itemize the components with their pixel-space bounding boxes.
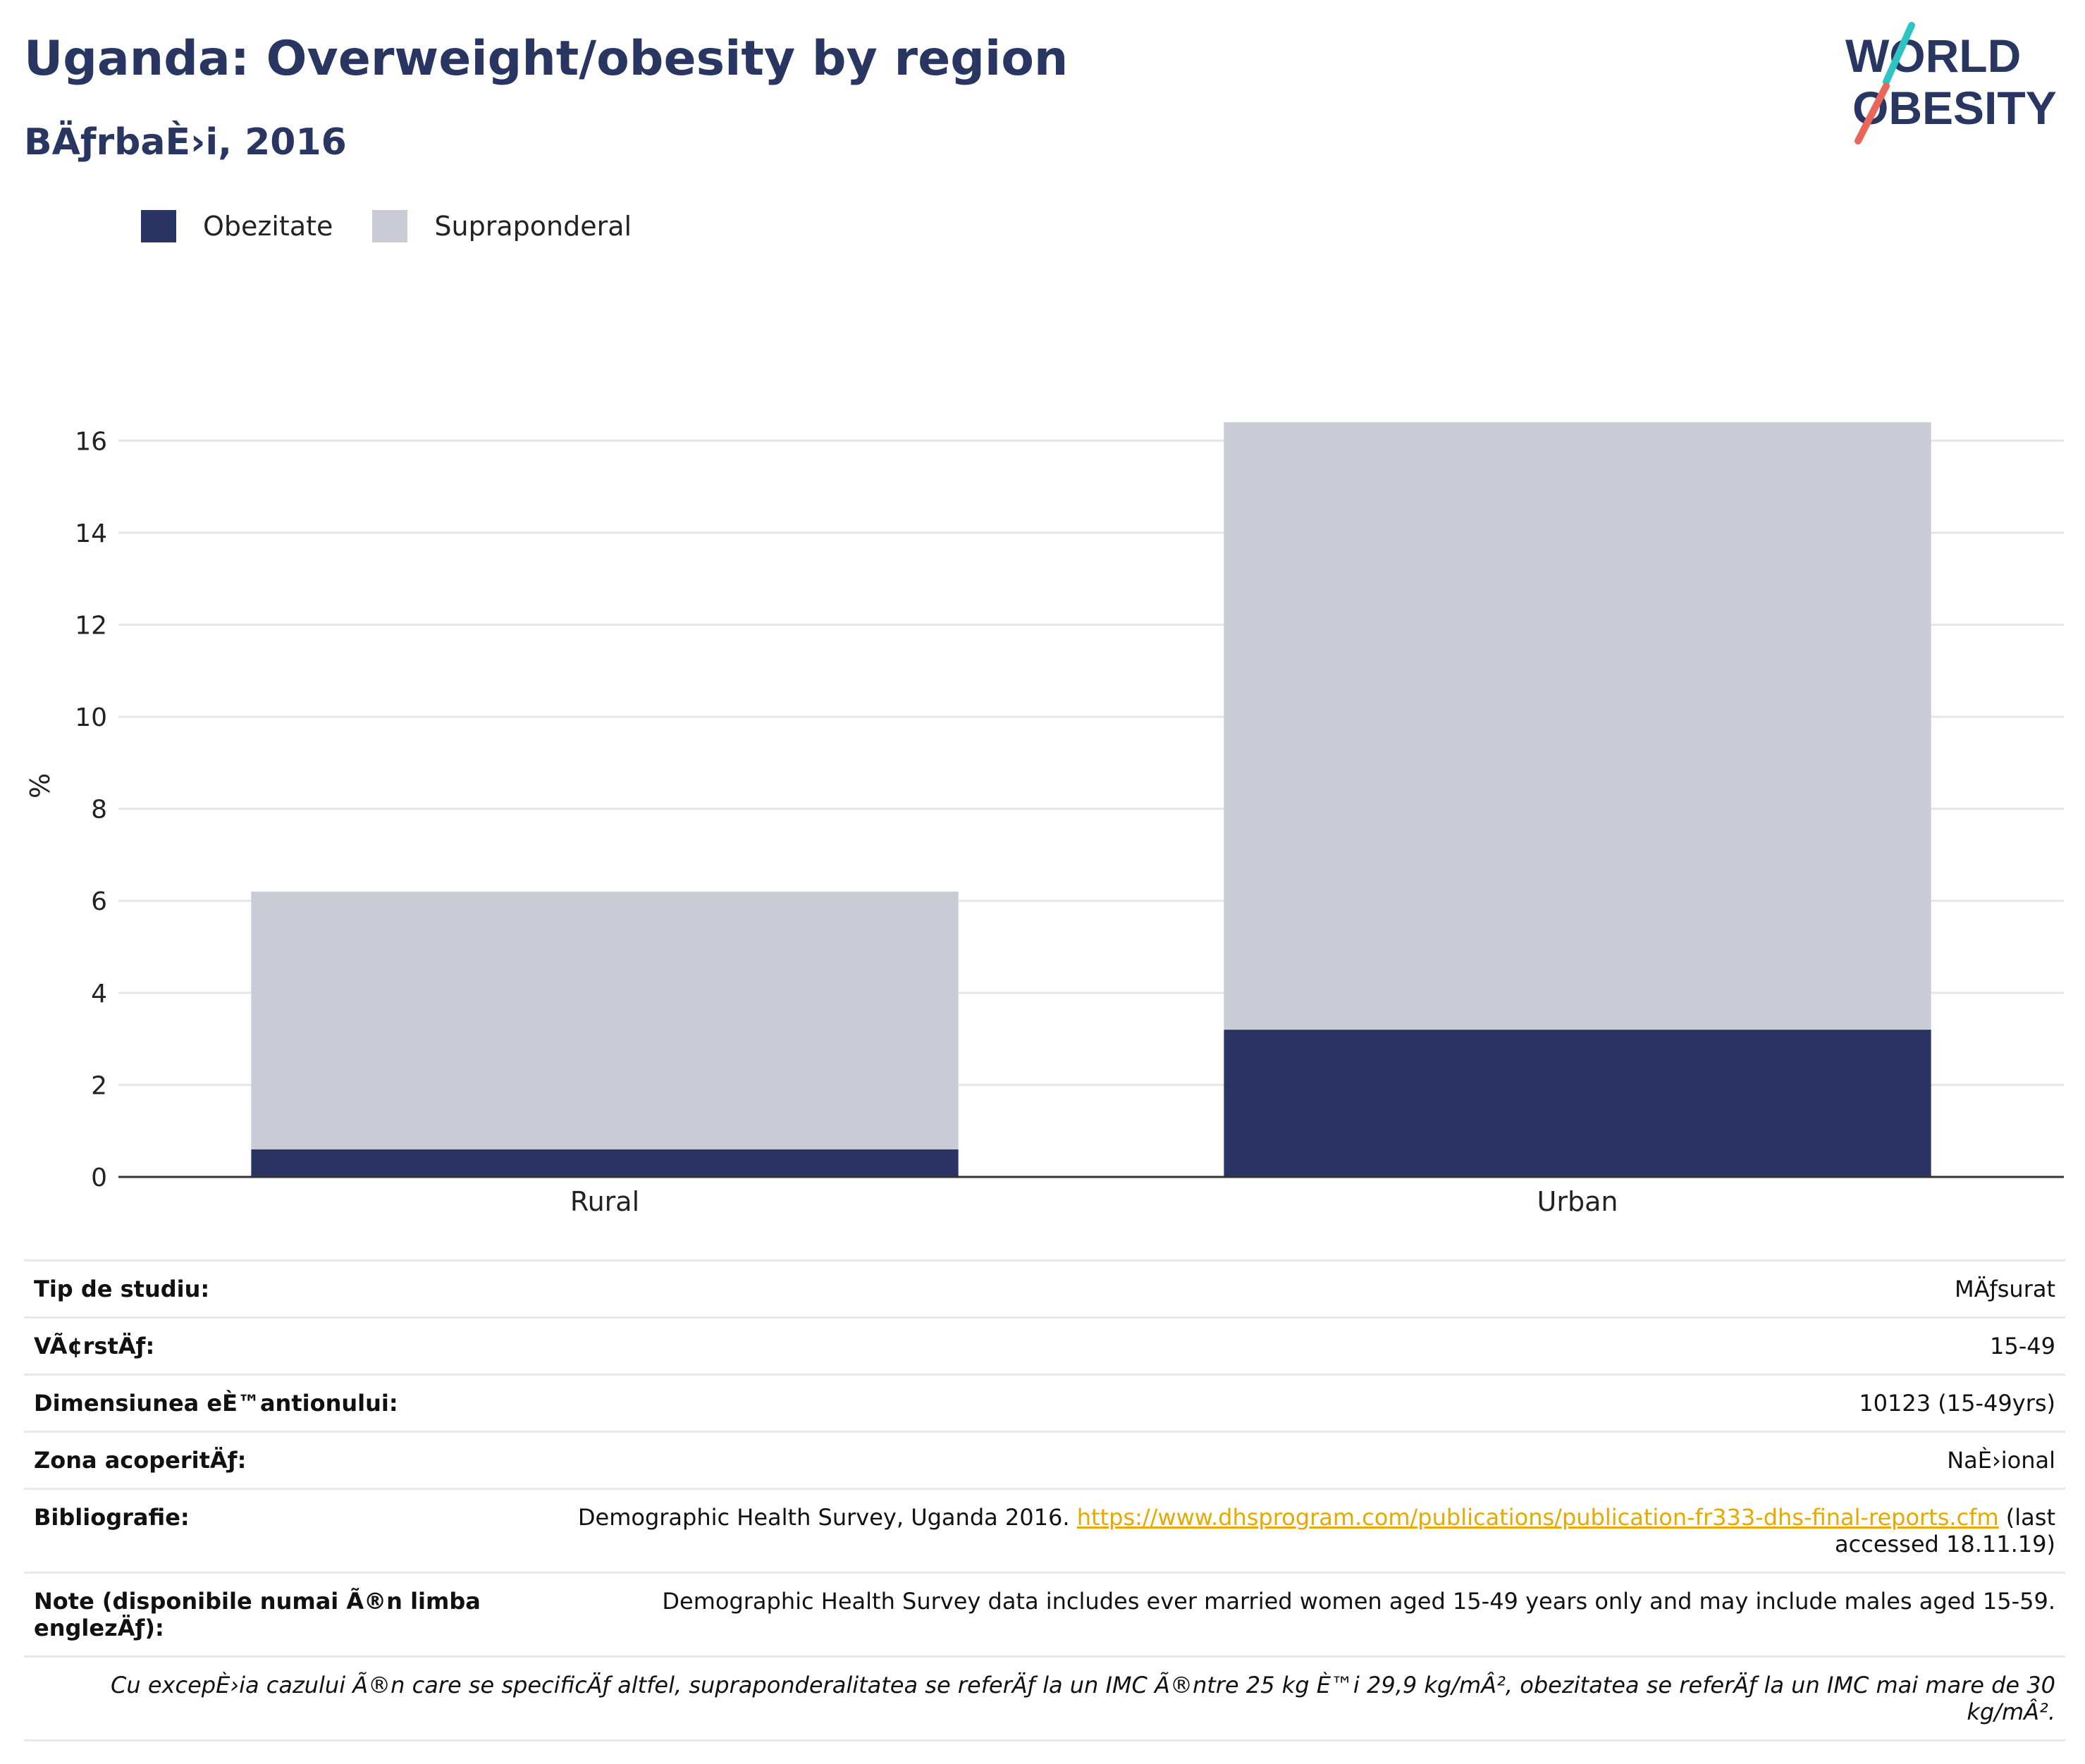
info-row-sample-size: Dimensiunea eÈ™antionului: 10123 (15-49y… — [24, 1374, 2065, 1432]
bar-obesity-urban — [1224, 1030, 1931, 1177]
info-key: Dimensiunea eÈ™antionului: — [24, 1374, 495, 1432]
footnote: Cu excepÈ›ia cazului Ã®n care se specifi… — [24, 1655, 2065, 1741]
x-tick-label: Rural — [570, 1186, 639, 1217]
y-tick-label: 12 — [75, 611, 107, 640]
legend-swatch-overweight — [372, 210, 408, 242]
y-tick-label: 4 — [91, 980, 107, 1009]
bibliography-prefix: Demographic Health Survey, Uganda 2016. — [577, 1504, 1077, 1531]
info-row-note: Note (disponibile numai Ã®n limba englez… — [24, 1572, 2065, 1657]
logo-line1: WORLD — [1845, 30, 2021, 82]
stacked-bar-chart: 0 2 4 6 8 10 12 14 16% Rural Urban — [25, 422, 2064, 1217]
info-value: 15-49 — [495, 1316, 2065, 1375]
info-value: NaÈ›ional — [495, 1431, 2065, 1489]
y-tick-label: 0 — [91, 1164, 107, 1192]
legend-swatch-obesity — [141, 210, 176, 242]
y-tick-label: 8 — [91, 796, 107, 825]
y-tick-label: 14 — [75, 519, 107, 548]
info-key: Bibliografie: — [24, 1488, 495, 1573]
y-tick-label: 10 — [75, 703, 107, 732]
info-table: Tip de studiu: MÄƒsurat VÃ¢rstÄƒ: 15-49 … — [24, 1259, 2065, 1741]
info-value: Demographic Health Survey, Uganda 2016. … — [495, 1488, 2065, 1573]
bibliography-suffix: (last accessed 18.11.19) — [1835, 1504, 2055, 1558]
legend-item-obesity[interactable]: Obezitate — [141, 210, 333, 242]
info-value: 10123 (15-49yrs) — [495, 1374, 2065, 1432]
world-obesity-logo: WORLD OBESITY — [1845, 22, 2057, 144]
legend-label-obesity: Obezitate — [203, 211, 333, 242]
info-row-age: VÃ¢rstÄƒ: 15-49 — [24, 1316, 2065, 1375]
info-key: Note (disponibile numai Ã®n limba englez… — [24, 1572, 495, 1657]
y-tick-label: 6 — [91, 887, 107, 916]
x-tick-label: Urban — [1537, 1186, 1618, 1217]
chart-title: Uganda: Overweight/obesity by region — [24, 31, 1069, 87]
info-row-study-type: Tip de studiu: MÄƒsurat — [24, 1259, 2065, 1318]
y-tick-label: 16 — [75, 427, 107, 456]
chart-subtitle: BÄƒrbaÈ›i, 2016 — [24, 121, 347, 164]
y-tick-label: 2 — [91, 1071, 107, 1100]
bar-overweight-urban — [1224, 422, 1931, 1030]
info-key: VÃ¢rstÄƒ: — [24, 1316, 495, 1375]
info-value: Demographic Health Survey data includes … — [495, 1572, 2065, 1657]
info-key: Tip de studiu: — [24, 1259, 495, 1318]
legend-item-overweight[interactable]: Supraponderal — [372, 210, 632, 242]
y-axis-label: % — [25, 773, 56, 798]
info-row-bibliography: Bibliografie: Demographic Health Survey,… — [24, 1488, 2065, 1573]
legend-label-overweight: Supraponderal — [434, 211, 632, 242]
bar-overweight-rural — [251, 892, 959, 1149]
info-row-footnote: Cu excepÈ›ia cazului Ã®n care se specifi… — [24, 1655, 2065, 1741]
chart-legend: Obezitate Supraponderal — [141, 210, 671, 242]
bar-obesity-rural — [251, 1149, 959, 1177]
info-value: MÄƒsurat — [495, 1259, 2065, 1318]
info-key: Zona acoperitÄƒ: — [24, 1431, 495, 1489]
bibliography-link[interactable]: https://www.dhsprogram.com/publications/… — [1076, 1504, 1999, 1531]
info-row-area: Zona acoperitÄƒ: NaÈ›ional — [24, 1431, 2065, 1489]
